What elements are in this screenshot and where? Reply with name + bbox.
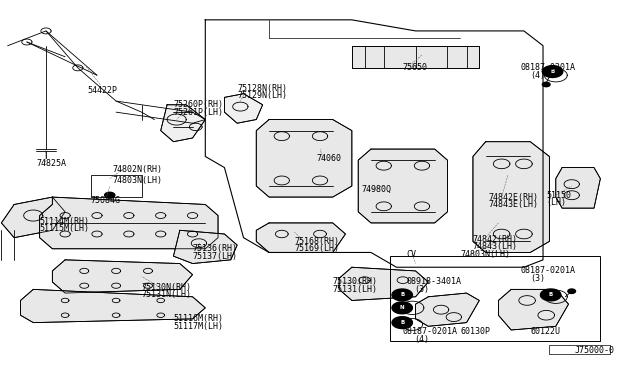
Polygon shape [392, 302, 412, 314]
Polygon shape [104, 192, 115, 198]
Text: 75129N(LH): 75129N(LH) [237, 91, 287, 100]
Text: 74802N(RH): 74802N(RH) [113, 165, 163, 174]
Polygon shape [52, 260, 193, 293]
Text: 75168(RH): 75168(RH) [294, 237, 339, 246]
Polygon shape [541, 289, 561, 301]
Text: B: B [400, 292, 404, 298]
Text: 74842E(RH): 74842E(RH) [489, 193, 539, 202]
Polygon shape [256, 119, 352, 197]
Text: B: B [548, 292, 553, 298]
Text: 75650: 75650 [403, 63, 428, 72]
Text: 74803N(LH): 74803N(LH) [113, 176, 163, 185]
Text: 60130P: 60130P [460, 327, 490, 336]
Text: 75131(LH): 75131(LH) [333, 285, 378, 294]
Bar [549, 345, 610, 354]
Text: B: B [550, 69, 555, 74]
Bar [91, 175, 141, 197]
Bar [390, 256, 600, 341]
Text: 75137(LH): 75137(LH) [193, 251, 237, 261]
Polygon shape [543, 65, 563, 77]
Text: (4): (4) [531, 71, 545, 80]
Text: 75169(LH): 75169(LH) [294, 244, 339, 253]
Text: (4): (4) [414, 335, 429, 344]
Text: 08187-0201A: 08187-0201A [521, 63, 576, 72]
Polygon shape [499, 289, 568, 330]
Text: 75131N(LH): 75131N(LH) [141, 291, 191, 299]
Text: 60122U: 60122U [531, 327, 560, 336]
Text: 08187-0201A: 08187-0201A [403, 327, 458, 336]
Text: 75130N(RH): 75130N(RH) [141, 283, 191, 292]
Polygon shape [40, 197, 218, 249]
Bar [352, 46, 479, 68]
Text: 08918-3401A: 08918-3401A [406, 278, 461, 286]
Text: 75084G: 75084G [91, 196, 120, 205]
Text: (LH): (LH) [546, 198, 566, 207]
Text: 74803N(LH): 74803N(LH) [460, 250, 510, 259]
Text: 75130(RH): 75130(RH) [333, 278, 378, 286]
Text: 74843(LH): 74843(LH) [473, 243, 518, 251]
Polygon shape [415, 293, 479, 326]
Text: (3): (3) [531, 274, 545, 283]
Polygon shape [20, 289, 205, 323]
Polygon shape [339, 267, 428, 301]
Polygon shape [556, 167, 600, 208]
Text: 74980Q: 74980Q [362, 185, 392, 194]
Text: B: B [400, 320, 404, 325]
Polygon shape [358, 149, 447, 223]
Text: 74060: 74060 [317, 154, 342, 163]
Text: 54422P: 54422P [88, 86, 117, 94]
Text: 75136(RH): 75136(RH) [193, 244, 237, 253]
Polygon shape [173, 230, 237, 263]
Bar [352, 46, 479, 68]
Text: 74843E(LH): 74843E(LH) [489, 200, 539, 209]
Polygon shape [1, 197, 65, 238]
Polygon shape [256, 223, 346, 253]
Polygon shape [473, 142, 549, 253]
Text: 51114M(RH): 51114M(RH) [40, 217, 90, 225]
Text: 74825A: 74825A [36, 159, 67, 169]
Text: (3): (3) [414, 285, 429, 294]
Text: 51150: 51150 [546, 191, 572, 200]
Text: 74842(RH): 74842(RH) [473, 235, 518, 244]
Text: 75128N(RH): 75128N(RH) [237, 84, 287, 93]
Text: 51116M(RH): 51116M(RH) [173, 314, 223, 323]
Text: 08187-0201A: 08187-0201A [521, 266, 576, 275]
Text: J75000-0: J75000-0 [575, 346, 615, 355]
Polygon shape [161, 105, 205, 142]
Polygon shape [392, 289, 412, 301]
Polygon shape [568, 289, 575, 294]
Text: 51117M(LH): 51117M(LH) [173, 322, 223, 331]
Text: 75260P(RH): 75260P(RH) [173, 100, 223, 109]
Polygon shape [542, 82, 550, 87]
Text: N: N [400, 305, 404, 310]
Text: 51115M(LH): 51115M(LH) [40, 224, 90, 233]
Polygon shape [392, 317, 412, 328]
Text: 75261P(LH): 75261P(LH) [173, 108, 223, 117]
Polygon shape [225, 94, 262, 123]
Text: CV: CV [406, 250, 416, 259]
